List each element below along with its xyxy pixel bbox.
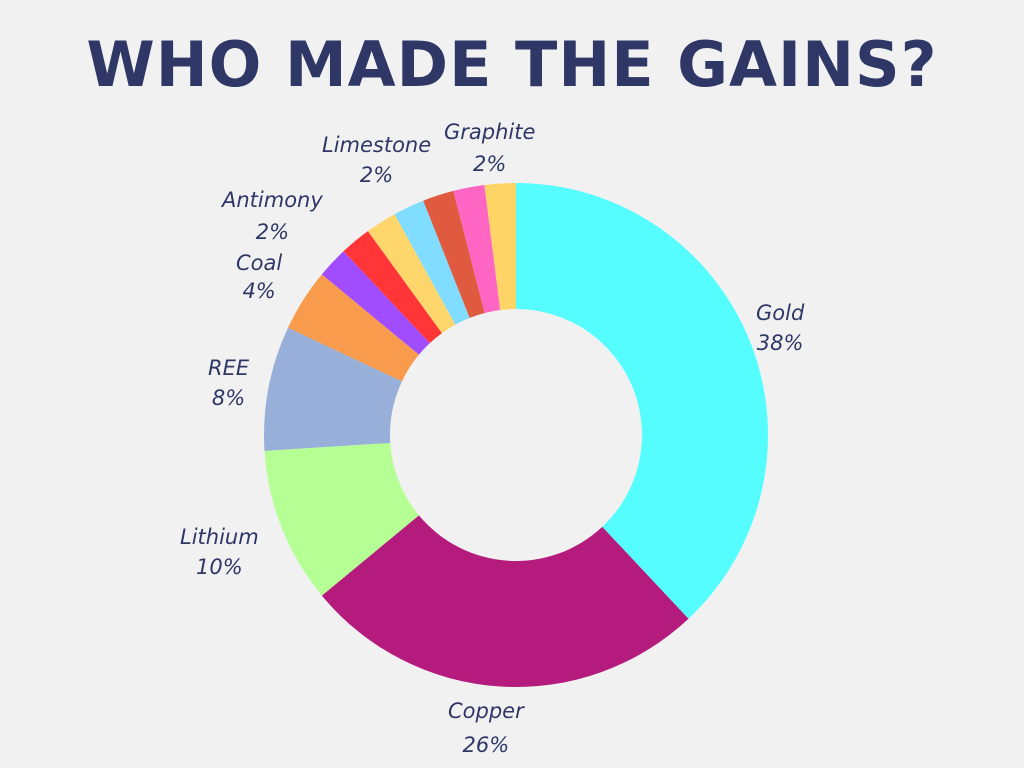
label-gold-pct: 38%	[756, 331, 804, 355]
label-antimony: Antimony 2%	[222, 184, 323, 248]
label-limestone-pct: 2%	[359, 163, 394, 187]
label-coal-name: Coal	[236, 251, 283, 275]
label-graphite-pct: 2%	[473, 152, 507, 176]
label-ree-name: REE	[208, 356, 250, 380]
slice-graphite-9	[423, 190, 485, 318]
slice-gold-0	[516, 183, 768, 619]
label-antimony-name: Antimony	[222, 188, 323, 212]
slice-graphite-10	[453, 184, 501, 313]
label-coal: Coal 4%	[236, 249, 282, 305]
slice-graphite-11	[484, 183, 516, 310]
label-graphite: Graphite 2%	[444, 116, 535, 180]
label-ree: REE 8%	[208, 353, 249, 413]
label-coal-pct: 4%	[242, 279, 276, 303]
label-limestone: Limestone 2%	[322, 130, 431, 190]
slice-copper-1	[321, 515, 689, 688]
label-lithium-pct: 10%	[196, 555, 243, 579]
label-copper: Copper 26%	[448, 694, 524, 762]
chart-title: WHO MADE THE GAINS?	[86, 28, 938, 101]
slice-lithium-2	[264, 442, 419, 596]
slice-ree-3	[264, 327, 402, 451]
label-ree-pct: 8%	[211, 386, 246, 410]
slice-limestone-7	[367, 214, 456, 334]
label-lithium-name: Lithium	[180, 525, 259, 549]
label-copper-name: Copper	[448, 699, 524, 723]
slice-coal-4	[287, 274, 419, 382]
label-antimony-pct: 2%	[255, 220, 290, 244]
label-gold: Gold 38%	[756, 298, 804, 358]
slice-antimony-6	[343, 231, 442, 344]
slice-limestone-8	[394, 200, 470, 325]
label-copper-pct: 26%	[462, 733, 510, 757]
label-lithium: Lithium 10%	[180, 522, 259, 582]
label-gold-name: Gold	[756, 301, 805, 325]
slice-antimony-5	[321, 251, 430, 355]
label-limestone-name: Limestone	[322, 133, 432, 157]
label-graphite-name: Graphite	[444, 120, 536, 144]
